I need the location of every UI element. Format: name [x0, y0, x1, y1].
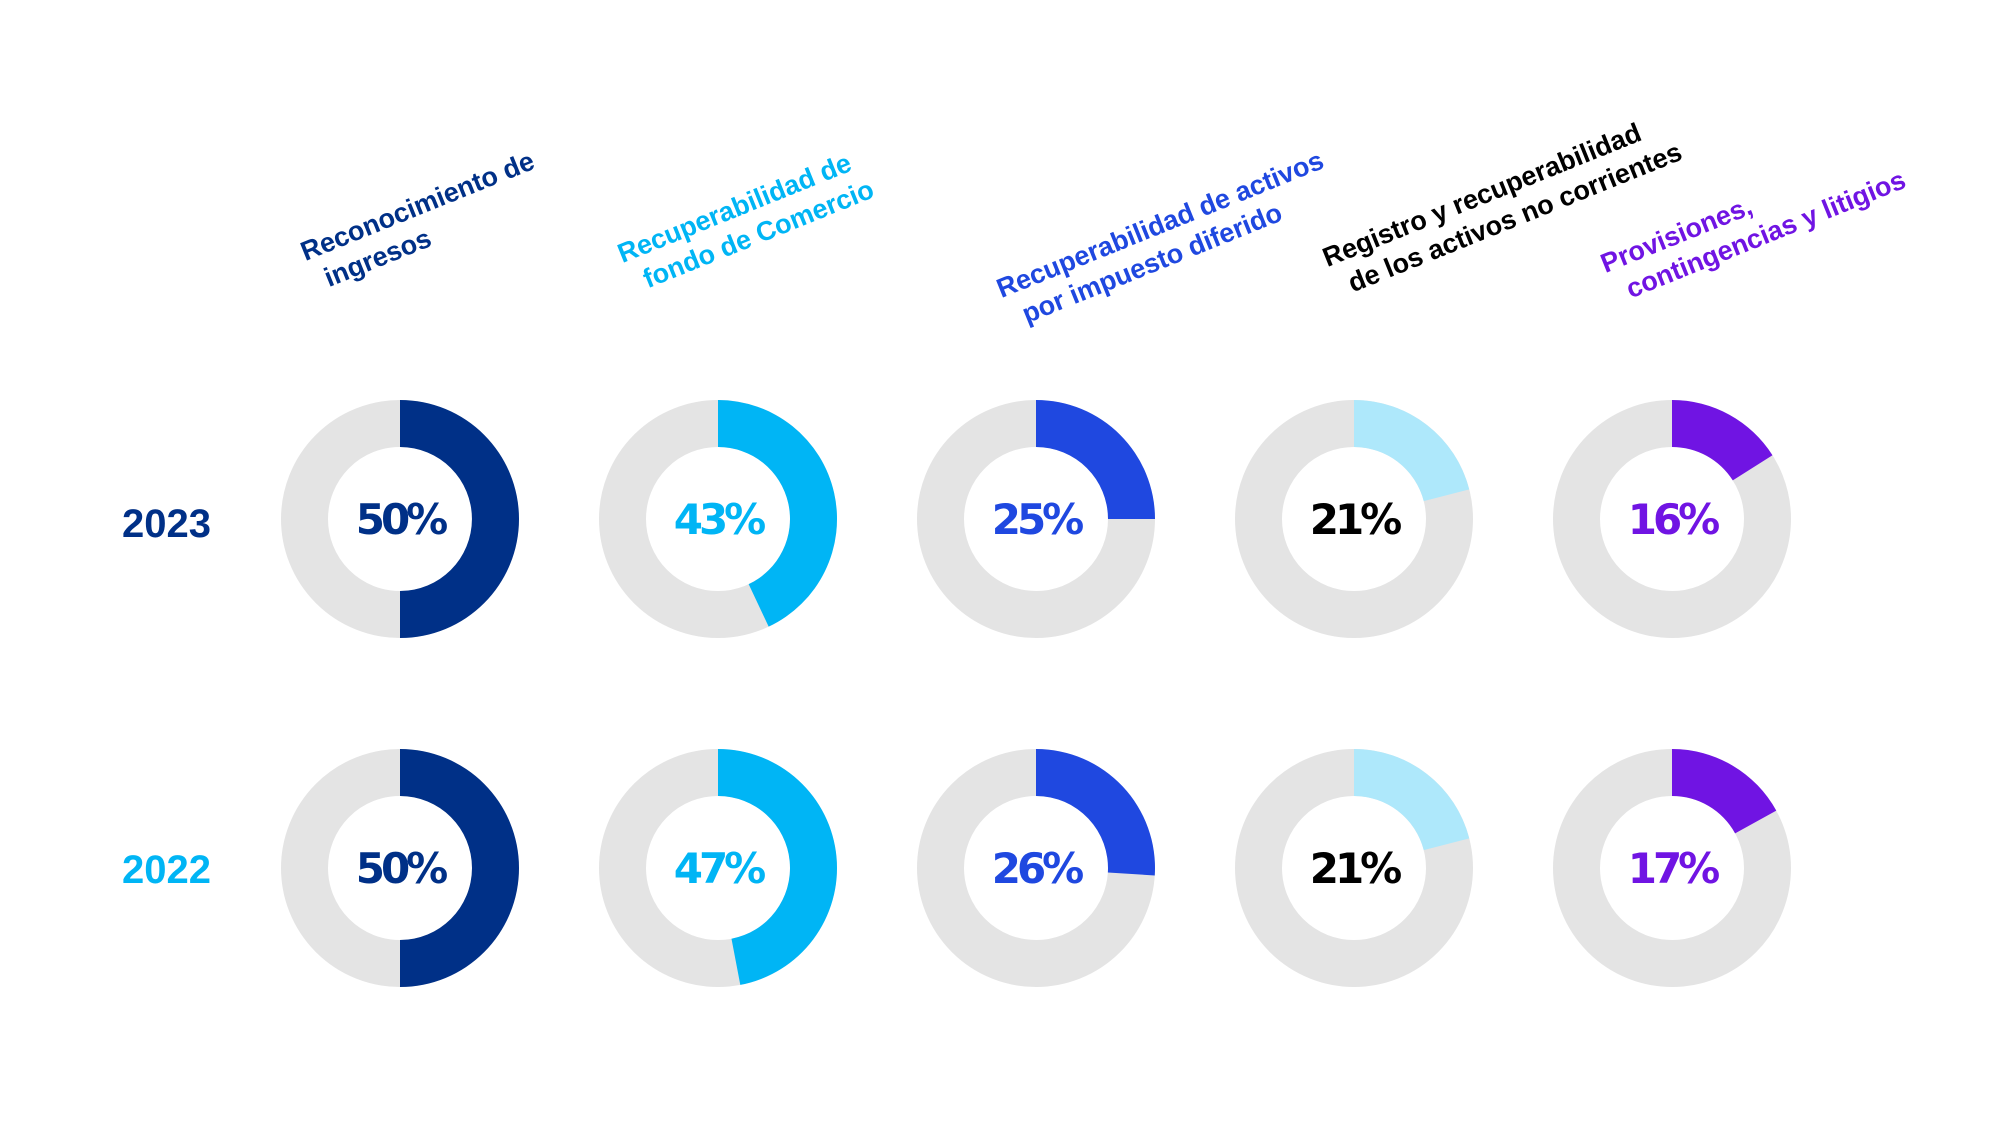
donut-2023-3: 25%	[917, 400, 1155, 638]
donut-percent-label: 47%	[674, 844, 765, 893]
donut-percent-label: 25%	[992, 495, 1083, 544]
donut-2023-1: 50%	[281, 400, 519, 638]
donut-percent-label: 43%	[674, 495, 765, 544]
donut-percent-label: 50%	[356, 844, 447, 893]
donut-2023-5: 16%	[1553, 400, 1791, 638]
donut-2022-5: 17%	[1553, 749, 1791, 987]
donut-percent-label: 50%	[356, 495, 447, 544]
donut-percent-label: 26%	[992, 844, 1083, 893]
donut-2023-4: 21%	[1235, 400, 1473, 638]
donut-2022-4: 21%	[1235, 749, 1473, 987]
donut-percent-label: 21%	[1310, 495, 1401, 544]
donut-percent-label: 21%	[1310, 844, 1401, 893]
donut-value-arc	[718, 749, 838, 985]
donut-2022-3: 26%	[917, 749, 1155, 987]
donut-percent-label: 17%	[1628, 844, 1719, 893]
year-label-2022: 2022	[122, 848, 211, 892]
year-label-2023: 2023	[122, 502, 211, 546]
donut-2022-2: 47%	[599, 749, 838, 987]
donut-value-arc	[1036, 749, 1155, 876]
donut-value-arc	[400, 400, 519, 638]
donut-value-arc	[1036, 400, 1155, 519]
donut-value-arc	[718, 400, 837, 627]
donut-2022-1: 50%	[281, 749, 519, 987]
donut-2023-2: 43%	[599, 400, 837, 638]
donut-value-arc	[1354, 400, 1470, 502]
donut-value-arc	[1672, 749, 1777, 834]
donut-value-arc	[1354, 749, 1470, 851]
donut-value-arc	[400, 749, 519, 987]
donut-percent-label: 16%	[1628, 495, 1719, 544]
donut-value-arc	[1672, 400, 1773, 481]
